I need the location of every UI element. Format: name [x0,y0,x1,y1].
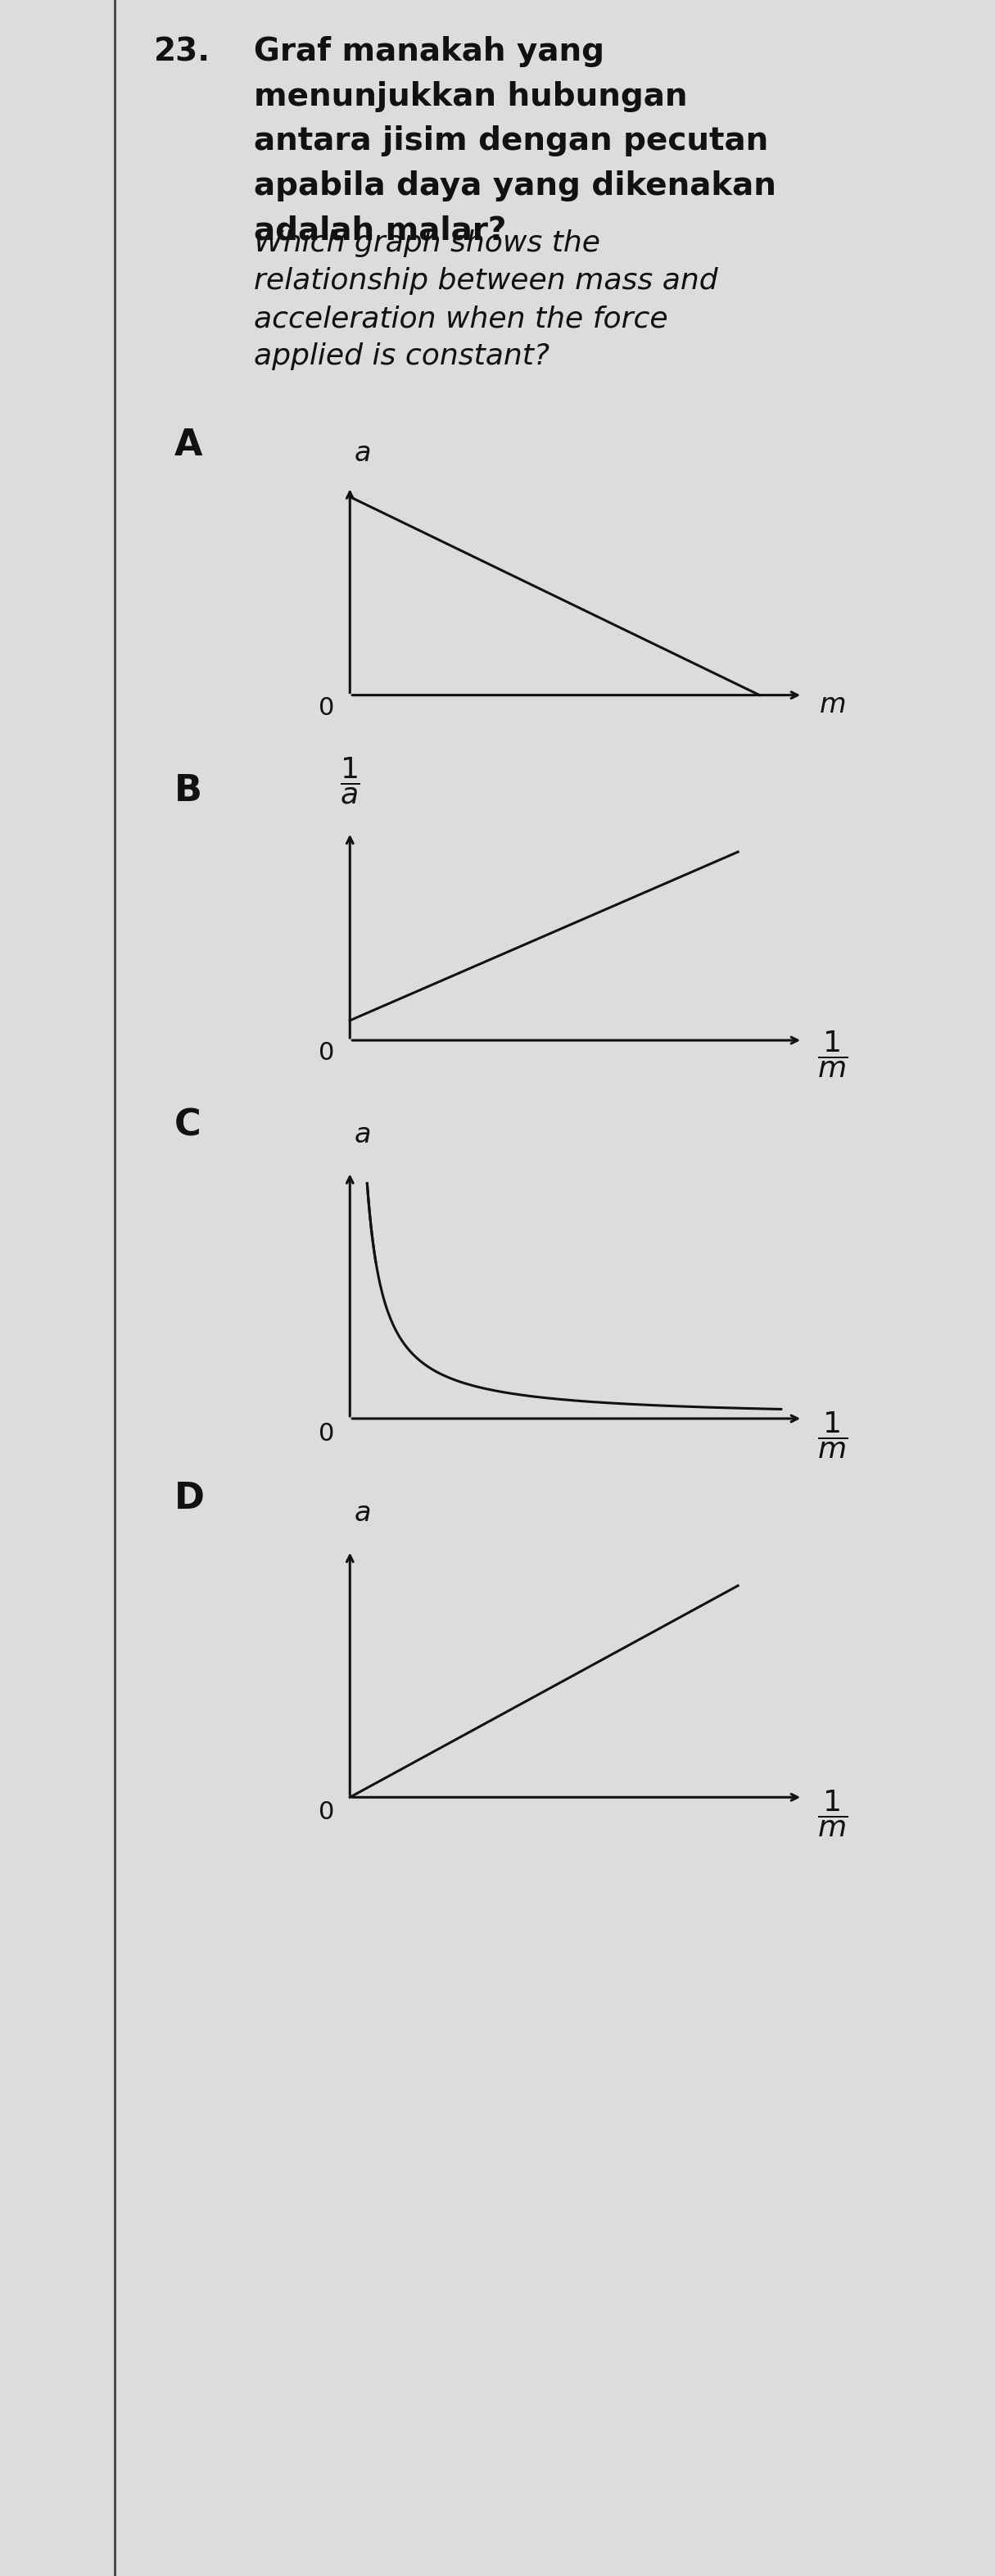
Text: m: m [820,690,846,719]
Text: a: a [354,440,371,466]
Text: B: B [174,773,202,809]
Text: $\dfrac{1}{a}$: $\dfrac{1}{a}$ [339,757,360,806]
Text: 0: 0 [318,696,334,719]
Text: a: a [354,1499,371,1528]
Text: 0: 0 [318,1041,334,1064]
Text: a: a [354,1121,371,1149]
Text: 23.: 23. [154,36,211,67]
Text: D: D [174,1481,204,1517]
Text: 0: 0 [318,1801,334,1824]
Text: Graf manakah yang
menunjukkan hubungan
antara jisim dengan pecutan
apabila daya : Graf manakah yang menunjukkan hubungan a… [254,36,776,245]
Text: $\dfrac{1}{m}$: $\dfrac{1}{m}$ [818,1028,848,1079]
Text: $\dfrac{1}{m}$: $\dfrac{1}{m}$ [818,1409,848,1461]
Text: Which graph shows the
relationship between mass and
acceleration when the force
: Which graph shows the relationship betwe… [254,229,717,371]
Text: A: A [174,428,202,464]
Text: $\dfrac{1}{m}$: $\dfrac{1}{m}$ [818,1788,848,1839]
Text: C: C [174,1108,201,1144]
Text: 0: 0 [318,1422,334,1445]
